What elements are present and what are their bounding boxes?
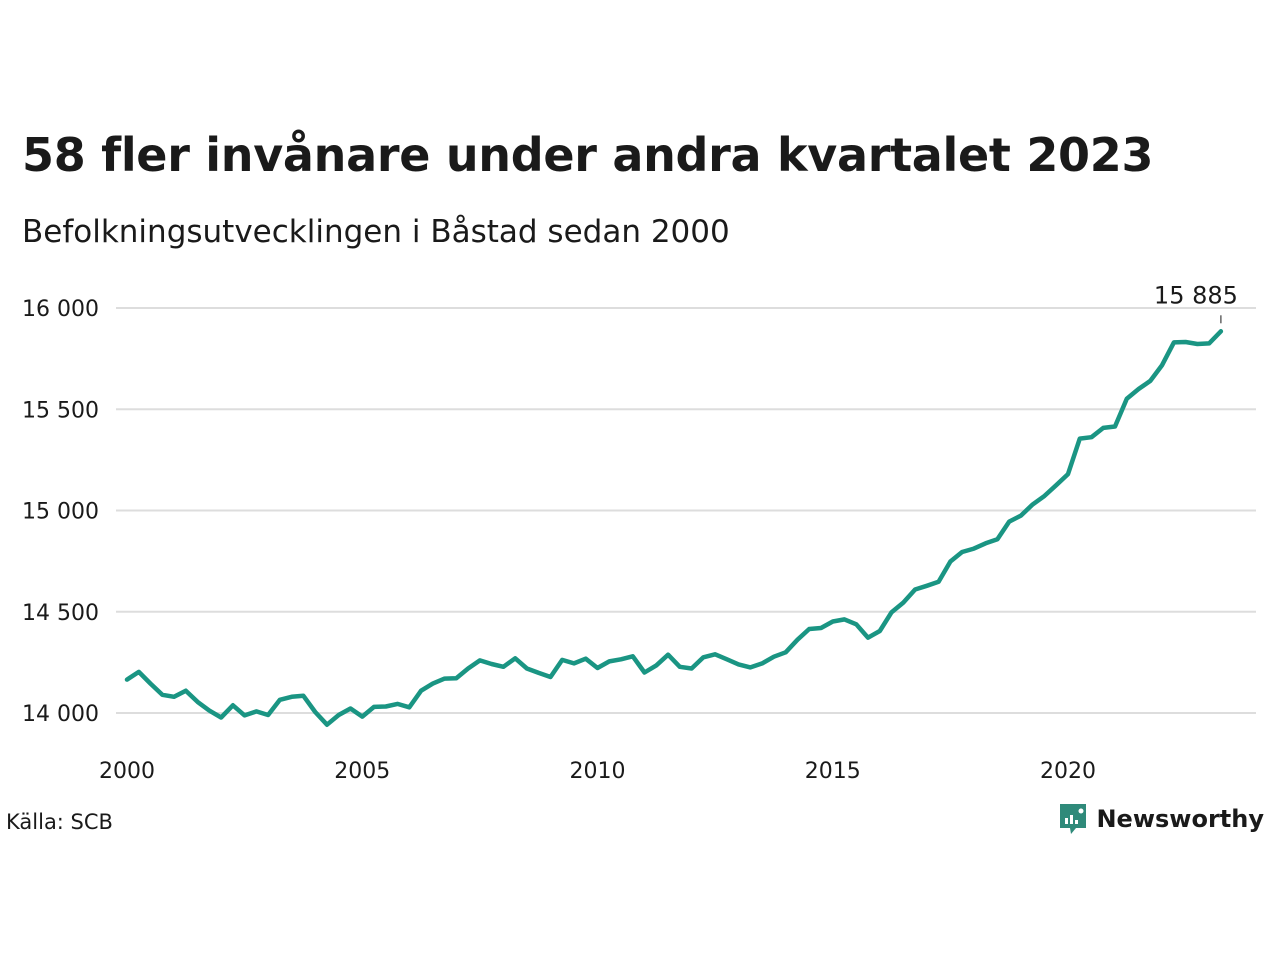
x-tick-label: 2005 [334,759,390,784]
y-tick-label: 16 000 [22,297,99,322]
series-line [124,329,1224,727]
annotation-label: 15 885 [1154,281,1238,309]
y-tick-label: 15 000 [22,500,99,525]
x-tick-label: 2015 [805,759,861,784]
annotation-layer: 15 885 [1154,281,1238,324]
y-tick-label: 14 000 [22,702,99,727]
y-tick-label: 14 500 [22,601,99,626]
chart-title: 58 fler invånare under andra kvartalet 2… [22,128,1154,182]
y-tick-label: 15 500 [22,398,99,423]
x-tick-label: 2010 [570,759,626,784]
series-layer [124,329,1224,727]
x-tick-label: 2020 [1040,759,1096,784]
brand-logo: Newsworthy [1058,802,1264,836]
x-tick-label: 2000 [99,759,155,784]
source-note: Källa: SCB [6,810,113,834]
newsworthy-logo-icon [1060,804,1087,834]
gridlines [116,307,1256,714]
y-axis-tick-labels: 14 000 14 500 15 000 15 500 16 000 [22,297,99,727]
chart-subtitle: Befolkningsutvecklingen i Båstad sedan 2… [22,214,730,250]
x-axis-tick-labels: 2000 2005 2010 2015 2020 [99,759,1096,784]
brand-name: Newsworthy [1096,805,1264,833]
